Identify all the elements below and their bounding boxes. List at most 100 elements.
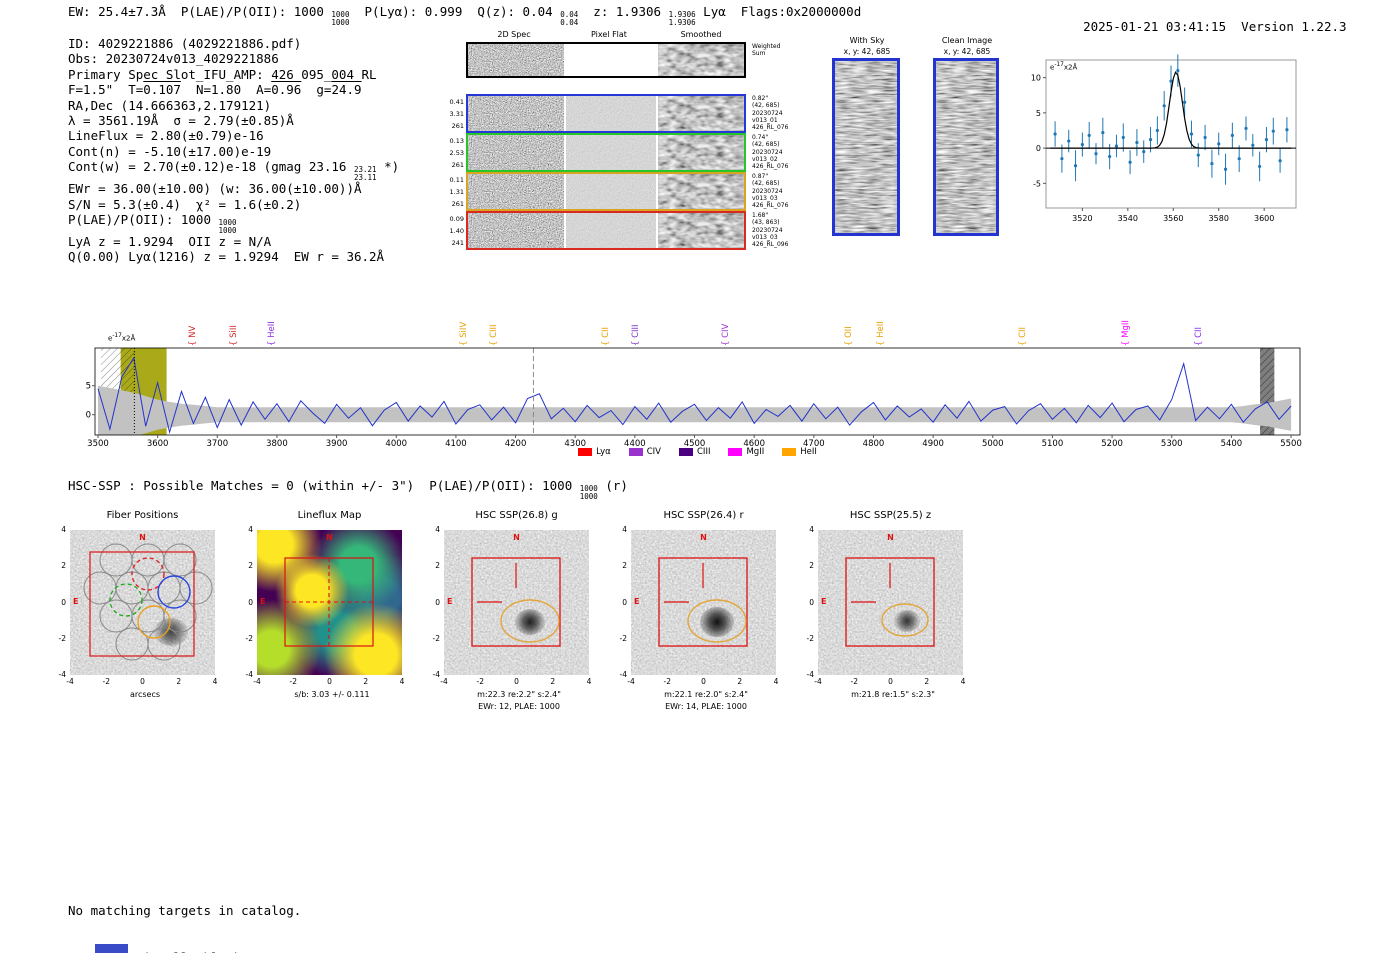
- emission-line-label: { CII: [1018, 326, 1029, 346]
- info-line: Cont(n) = -5.10(±17.00)e-19: [68, 143, 272, 159]
- x-tick-label: -4: [440, 677, 448, 686]
- ewr-plae-caption: EWr: 14, PLAE: 1000: [665, 702, 747, 711]
- info-line: Cont(w) = 2.70(±0.12)e-18 (gmag 23.16 23…: [68, 159, 400, 182]
- svg-text:5: 5: [86, 382, 91, 392]
- emission-line-label: { CII: [1194, 326, 1205, 346]
- hsc-g-panel: HSC SSP(26.8) g N E m:22.3 re:2.2" s:2.4…: [424, 506, 614, 726]
- magnitude-caption: m:21.8 re:1.5" s:2.3": [851, 690, 935, 699]
- emission-line-labels: { NV { SiII { HeII { SiIV { CIII { CII { CIII {…: [0, 294, 1400, 346]
- svg-text:3600: 3600: [147, 439, 169, 449]
- svg-text:4200: 4200: [505, 439, 527, 449]
- x-tick-label: 4: [399, 677, 405, 686]
- svg-text:4700: 4700: [803, 439, 825, 449]
- footer-line: No matching targets in catalog.: [68, 903, 302, 918]
- lineflux-map-plot: N E: [257, 530, 402, 675]
- x-tick-label: -4: [66, 677, 74, 686]
- row-right-info: Weighted Sum: [752, 43, 781, 58]
- fiber-circle: [83, 571, 117, 605]
- panel-title: Lineflux Map: [297, 510, 362, 521]
- y-tick-label: 4: [61, 525, 66, 534]
- x-tick-label: 2: [550, 677, 556, 686]
- emission-line-label: { HeII: [267, 321, 278, 346]
- legend-swatch: [679, 448, 693, 456]
- x-tick-label: 2: [176, 677, 182, 686]
- x-tick-label: 0: [514, 677, 519, 686]
- y-tick-label: -4: [806, 670, 814, 679]
- spec2d-cutout-rows: Weighted Sum 0.41 3.31 261 0.82" (42, 685) 2023…: [440, 28, 830, 258]
- x-tick-label: -4: [253, 677, 261, 686]
- extent-red-square: [845, 557, 935, 647]
- svg-text:4400: 4400: [624, 439, 646, 449]
- x-tick-label: 2: [737, 677, 743, 686]
- svg-text:-5: -5: [1033, 179, 1041, 188]
- magnitude-caption: m:22.1 re:2.0" s:2.4": [664, 690, 748, 699]
- y-tick-label: 0: [435, 597, 440, 607]
- map-overlay: [284, 557, 374, 647]
- x-tick-label: -4: [814, 677, 822, 686]
- fiber-green-dashed: [109, 583, 143, 617]
- svg-text:3580: 3580: [1209, 214, 1229, 223]
- x-tick-label: 4: [586, 677, 592, 686]
- col-header-pixelflat: Pixel Flat: [591, 30, 627, 39]
- extent-red-square: [658, 557, 748, 647]
- hsc-r-overlay: [658, 557, 748, 647]
- galaxy-blob: [894, 610, 920, 632]
- panel-title: Fiber Positions: [106, 510, 179, 521]
- compass-north: N: [139, 533, 146, 542]
- legend-item: Lyα: [578, 447, 611, 457]
- y-tick-label: -4: [619, 670, 627, 679]
- info-line: λ = 3561.19Å σ = 2.79(±0.85)Å: [68, 113, 294, 129]
- info-line: ID: 4029221886 (4029221886.pdf): [68, 36, 302, 51]
- svg-text:3560: 3560: [1163, 214, 1183, 223]
- compass-east: E: [447, 596, 453, 606]
- withsky-title: With Sky: [849, 36, 885, 45]
- info-line: Obs: 20230724v013_4029221886: [68, 51, 279, 67]
- spec2d-strip: [466, 211, 746, 250]
- clean-image: [933, 58, 999, 236]
- svg-text:5500: 5500: [1280, 439, 1302, 449]
- svg-text:5300: 5300: [1161, 439, 1183, 449]
- info-line: P(LAE)/P(OII): 1000 1000 1000: [68, 212, 237, 235]
- compass-north: N: [513, 533, 520, 542]
- sky-background-image: [818, 530, 963, 675]
- clean-coords: x, y: 42, 685: [943, 47, 991, 56]
- y-tick-label: 4: [622, 525, 627, 534]
- clean-title: Clean Image: [941, 36, 993, 45]
- hsc-r-plot: N E: [631, 530, 776, 675]
- legend-swatch: [782, 448, 797, 456]
- full-spectrum-plot: 3500 3600 3700 3800 3900 4000 4100 4200 4300 4400…: [86, 347, 1302, 449]
- signal-to-background-caption: s/b: 3.03 +/- 0.111: [294, 690, 370, 699]
- x-axis-label: arcsecs: [129, 690, 161, 699]
- col-header-2dspec: 2D Spec: [497, 30, 531, 39]
- footer-line: Row intentionally blank.: [68, 950, 301, 953]
- svg-text:5200: 5200: [1101, 439, 1123, 449]
- y-tick-label: 2: [248, 561, 253, 571]
- fiber-positions-panel: Fiber Positions: [50, 506, 240, 726]
- hsc-r-panel: HSC SSP(26.4) r N E m:22.1 re:2.0" s:2.4…: [611, 506, 801, 726]
- stacked-fraction: 1.9306 1.9306: [668, 10, 696, 27]
- y-tick-label: -4: [58, 670, 66, 679]
- withsky-noise-image: [835, 61, 897, 233]
- fiber-circle: [99, 543, 133, 577]
- fiber-red-dashed: [131, 557, 165, 591]
- hsc-g-plot: N E: [444, 530, 589, 675]
- hsc-z-panel: HSC SSP(25.5) z N E m:21.8 re:1.5" s:2.3…: [798, 506, 988, 726]
- row-left-stats: 0.09 1.40 241: [449, 215, 464, 247]
- row-right-info: 1.68" (43, 863) 20230724 v013_03 426_RL_096: [752, 212, 789, 249]
- svg-text:3600: 3600: [1254, 214, 1274, 223]
- emission-line-label: { CIII: [631, 324, 642, 346]
- x-tick-label: -2: [289, 677, 297, 686]
- lineflux-map-panel: Lineflux Map N E s/b: 3.03 +/- 0.111 -4 -…: [237, 506, 427, 726]
- row-right-info: 0.74" (42, 685) 20230724 v013_02 426_RL_076: [752, 134, 789, 171]
- x-tick-label: 0: [327, 677, 332, 686]
- compass-north: N: [326, 533, 333, 542]
- x-tick-label: -2: [663, 677, 671, 686]
- x-tick-label: 0: [701, 677, 706, 686]
- withsky-image: [832, 58, 900, 236]
- timestamp-version: 2025-01-21 03:41:15 Version 1.22.3: [1053, 4, 1346, 49]
- legend-swatch: [728, 448, 743, 456]
- emission-line-label: { NV: [187, 325, 198, 346]
- x-tick-label: 0: [140, 677, 145, 686]
- fiber-circle: [147, 627, 181, 661]
- legend-swatch: [578, 448, 593, 456]
